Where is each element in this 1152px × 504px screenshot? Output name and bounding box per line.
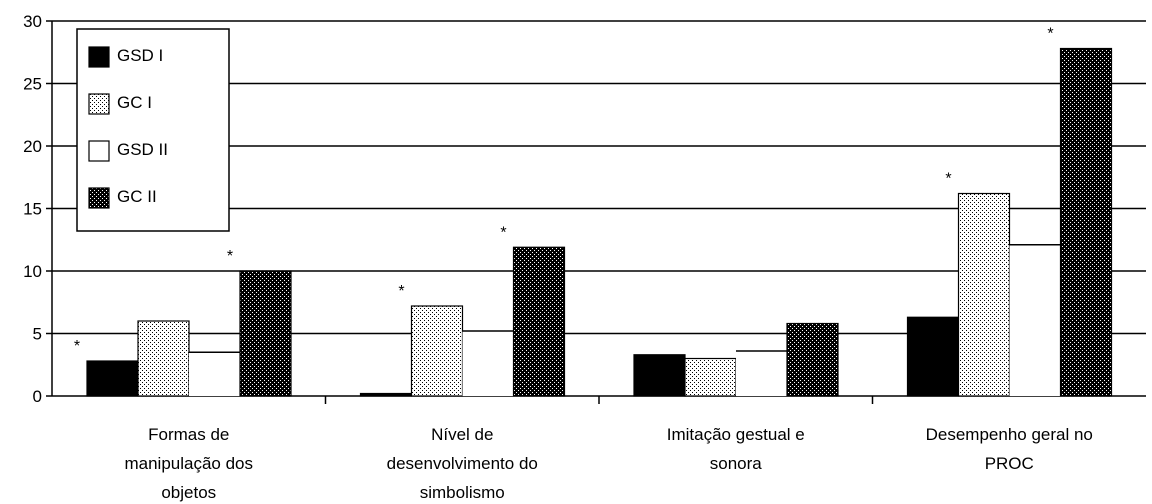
category-label: simbolismo (420, 483, 505, 502)
legend-label: GC II (117, 187, 157, 206)
legend-swatch (88, 46, 110, 68)
category-label: PROC (985, 454, 1034, 473)
category-labels: Formas de manipulação dos objetos Nível de d… (124, 425, 1092, 502)
category-label: Imitação gestual e (667, 425, 805, 444)
bar (410, 305, 464, 397)
y-tick-label: 15 (23, 200, 42, 219)
bars (86, 47, 1113, 397)
bar (633, 354, 686, 397)
significance-mark: * (500, 224, 506, 241)
bar (1009, 244, 1061, 396)
category-label: desenvolvimento do (387, 454, 538, 473)
bar (957, 192, 1011, 397)
legend-swatch (88, 140, 110, 162)
legend-swatch (88, 187, 110, 209)
bar (906, 316, 960, 397)
bar (462, 331, 514, 396)
significance-mark: * (945, 171, 951, 188)
significance-mark: * (74, 338, 80, 355)
category-label: objetos (161, 483, 216, 502)
category-label: Nível de (431, 425, 493, 444)
bar (189, 352, 240, 396)
bar (736, 351, 787, 396)
y-tick-label: 10 (23, 262, 42, 281)
bar (512, 246, 566, 397)
significance-mark: * (1047, 26, 1053, 43)
y-tick-label: 20 (23, 137, 42, 156)
legend: GSD I GC I GSD II GC II (76, 28, 230, 232)
bar (786, 322, 839, 397)
significance-mark: * (227, 248, 233, 265)
y-tick-label: 30 (23, 12, 42, 31)
bar (359, 392, 413, 397)
bar (137, 320, 190, 397)
category-label: sonora (710, 454, 763, 473)
significance-marks: * * * * * * (74, 26, 1054, 356)
bar (1059, 47, 1113, 397)
category-label: Desempenho geral no (926, 425, 1093, 444)
bar (684, 357, 737, 397)
bar (86, 360, 139, 397)
y-tick-label: 25 (23, 75, 42, 94)
category-label: manipulação dos (124, 454, 253, 473)
legend-swatch (88, 93, 110, 115)
legend-label: GSD II (117, 140, 168, 159)
bar (239, 270, 292, 397)
legend-label: GSD I (117, 46, 163, 65)
category-label: Formas de (148, 425, 229, 444)
y-tick-label: 5 (33, 325, 42, 344)
legend-label: GC I (117, 93, 152, 112)
significance-mark: * (398, 283, 404, 300)
y-tick-label: 0 (33, 387, 42, 406)
